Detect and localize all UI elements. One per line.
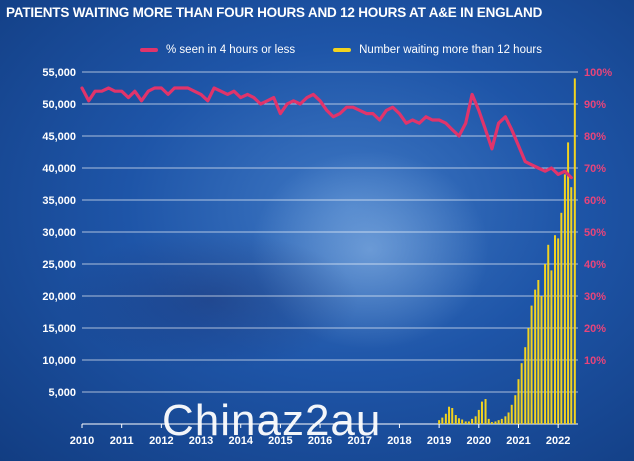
bar bbox=[464, 421, 467, 424]
right-tick-label: 100% bbox=[584, 67, 612, 79]
legend: % seen in 4 hours or less Number waiting… bbox=[140, 44, 542, 56]
bar bbox=[557, 238, 560, 424]
legend-label-bar: Number waiting more than 12 hours bbox=[359, 44, 542, 56]
bar bbox=[570, 187, 573, 424]
left-tick-label: 30,000 bbox=[42, 227, 76, 239]
bar bbox=[500, 418, 503, 424]
x-tick-label: 2015 bbox=[268, 435, 292, 447]
x-tick-label: 2019 bbox=[427, 435, 451, 447]
x-tick-label: 2022 bbox=[546, 435, 570, 447]
x-tick-label: 2018 bbox=[387, 435, 411, 447]
bar bbox=[514, 395, 517, 424]
bar bbox=[471, 418, 474, 424]
bar bbox=[510, 404, 513, 424]
legend-label-line: % seen in 4 hours or less bbox=[166, 44, 296, 56]
bar bbox=[520, 363, 523, 424]
right-tick-label: 50% bbox=[584, 227, 606, 239]
x-tick-label: 2013 bbox=[189, 435, 213, 447]
bar bbox=[550, 270, 553, 424]
bar bbox=[537, 280, 540, 424]
left-tick-label: 55,000 bbox=[42, 67, 76, 79]
bar bbox=[441, 417, 444, 424]
bar bbox=[467, 421, 470, 424]
bar bbox=[507, 412, 510, 424]
background-photo-shadow bbox=[60, 230, 360, 370]
bar bbox=[504, 416, 507, 424]
bar bbox=[524, 347, 527, 424]
right-tick-label: 20% bbox=[584, 323, 606, 335]
bar bbox=[517, 379, 520, 424]
left-tick-label: 20,000 bbox=[42, 291, 76, 303]
watermark: Chinaz2au bbox=[162, 396, 382, 445]
bar bbox=[490, 422, 493, 424]
chart-title: PATIENTS WAITING MORE THAN FOUR HOURS AN… bbox=[6, 5, 543, 20]
legend-bar-swatch bbox=[333, 48, 352, 52]
bar bbox=[494, 421, 497, 424]
bar bbox=[530, 305, 533, 424]
left-tick-label: 25,000 bbox=[42, 259, 76, 271]
bar bbox=[567, 142, 570, 424]
x-tick-label: 2012 bbox=[149, 435, 173, 447]
right-tick-label: 70% bbox=[584, 163, 606, 175]
bar bbox=[544, 264, 547, 424]
left-tick-label: 15,000 bbox=[42, 323, 76, 335]
gridlines bbox=[82, 71, 578, 425]
right-axis: 10% 20% 30% 40% 50% 60% 70% 80% 90% 100% bbox=[584, 67, 612, 367]
bar bbox=[474, 416, 477, 424]
left-tick-label: 10,000 bbox=[42, 355, 76, 367]
bar bbox=[527, 328, 530, 424]
left-tick-label: 50,000 bbox=[42, 99, 76, 111]
bar bbox=[487, 418, 490, 424]
left-tick-label: 35,000 bbox=[42, 195, 76, 207]
bar bbox=[534, 289, 537, 424]
right-tick-label: 40% bbox=[584, 259, 606, 271]
line-path bbox=[80, 86, 573, 180]
bar bbox=[560, 212, 563, 424]
bar bbox=[454, 415, 457, 424]
x-tick-label: 2014 bbox=[228, 435, 253, 447]
bar bbox=[477, 409, 480, 424]
bar bbox=[451, 408, 454, 424]
bar bbox=[448, 406, 451, 424]
x-tick-label: 2017 bbox=[348, 435, 372, 447]
x-tick-label: 2011 bbox=[110, 435, 134, 447]
bar bbox=[461, 419, 464, 424]
x-axis: 2010 2011 2012 2013 2014 2015 2016 2017 2018 2019… bbox=[70, 424, 570, 447]
right-tick-label: 30% bbox=[584, 291, 606, 303]
bar bbox=[497, 420, 500, 424]
bar bbox=[457, 418, 460, 424]
x-tick-label: 2020 bbox=[467, 435, 491, 447]
right-tick-label: 60% bbox=[584, 195, 606, 207]
bar bbox=[444, 413, 447, 424]
background-photo-highlight bbox=[250, 150, 490, 350]
x-tick-label: 2010 bbox=[70, 435, 94, 447]
line-series bbox=[80, 86, 573, 180]
right-tick-label: 80% bbox=[584, 131, 606, 143]
bar bbox=[480, 401, 483, 424]
bar bbox=[553, 235, 556, 424]
legend-line-swatch bbox=[140, 48, 158, 52]
right-tick-label: 90% bbox=[584, 99, 606, 111]
left-tick-label: 5,000 bbox=[48, 387, 76, 399]
bar bbox=[438, 420, 441, 424]
bar-series bbox=[438, 78, 576, 425]
left-tick-label: 40,000 bbox=[42, 163, 76, 175]
bar bbox=[547, 244, 550, 424]
right-tick-label: 10% bbox=[584, 355, 606, 367]
bar bbox=[563, 174, 566, 424]
bar bbox=[573, 78, 576, 425]
left-tick-label: 45,000 bbox=[42, 131, 76, 143]
left-axis: 5,000 10,000 15,000 20,000 25,000 30,000 35,00… bbox=[42, 67, 76, 399]
x-tick-label: 2021 bbox=[506, 435, 530, 447]
bar bbox=[484, 399, 487, 424]
bar bbox=[540, 296, 543, 424]
x-tick-label: 2016 bbox=[308, 435, 332, 447]
